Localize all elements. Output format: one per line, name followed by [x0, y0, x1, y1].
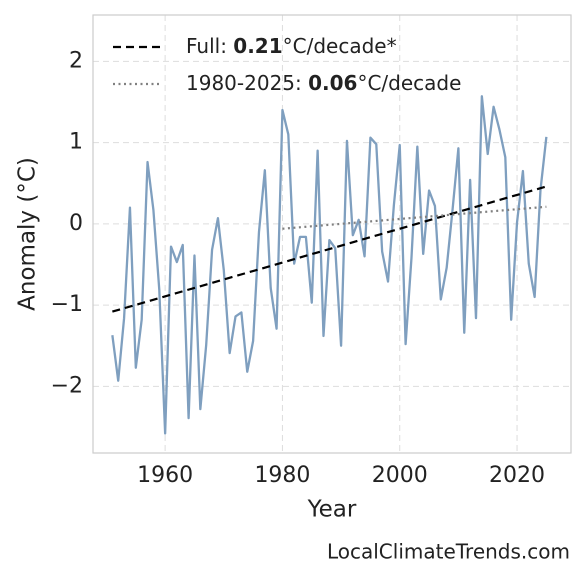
x-tick-label: 2020 — [489, 463, 545, 488]
legend-label: Full: 0.21°C/decade* — [186, 34, 397, 58]
plot-frame — [92, 14, 572, 454]
legend-label: 1980-2025: 0.06°C/decade — [186, 71, 461, 95]
data-line — [111, 95, 548, 435]
y-tick-label: 1 — [69, 130, 83, 155]
x-tick-label: 1980 — [254, 463, 310, 488]
y-tick-label: 0 — [69, 211, 83, 236]
legend-suffix: °C/decade* — [283, 34, 397, 58]
x-axis-label: Year — [307, 497, 357, 523]
y-tick-label: 2 — [69, 48, 83, 73]
legend-prefix: 1980-2025: — [186, 71, 308, 95]
trend-line — [282, 205, 547, 230]
y-tick-label: −2 — [51, 373, 83, 398]
watermark: LocalClimateTrends.com — [327, 540, 570, 564]
trend-line — [112, 185, 547, 313]
x-tick-label: 2000 — [372, 463, 428, 488]
legend-prefix: Full: — [186, 34, 233, 58]
legend-rate: 0.21 — [233, 34, 282, 58]
legend-suffix: °C/decade — [357, 71, 461, 95]
legend-rate: 0.06 — [308, 71, 357, 95]
y-axis-label: Anomaly (°C) — [15, 157, 41, 311]
y-tick-label: −1 — [51, 292, 83, 317]
x-tick-label: 1960 — [137, 463, 193, 488]
